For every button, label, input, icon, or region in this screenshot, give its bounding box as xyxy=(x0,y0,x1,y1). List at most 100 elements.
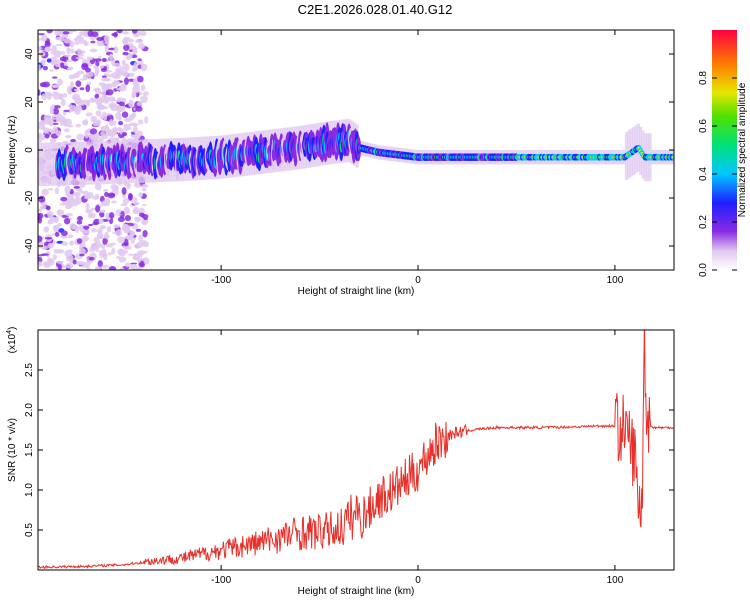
spectrogram-noise-cell xyxy=(124,214,131,222)
spectrogram-noise-cell xyxy=(123,40,128,45)
spectrogram-noise-cell xyxy=(133,216,142,221)
snr-panel: -100 0 100 0.5 1.0 1.5 2.0 2.5 Height of straig… xyxy=(6,327,675,597)
spectrogram-noise-cell xyxy=(100,126,106,132)
spectrogram-noise-cell xyxy=(108,266,117,270)
colorbar-tick-label: 0.8 xyxy=(698,71,709,85)
spectrogram-noise-cell xyxy=(128,49,134,52)
spectrogram-noise-cell xyxy=(133,81,140,90)
spectrogram-noise-cell xyxy=(57,50,66,55)
spectrogram-noise-cell xyxy=(65,134,72,139)
spectrogram-y-tick-label: 0 xyxy=(24,147,35,153)
spectrogram-noise-cell xyxy=(81,235,90,242)
spectrogram-noise-cell xyxy=(121,31,130,35)
spectrogram-noise-cell xyxy=(133,206,139,213)
snr-y-tick-label: 1.0 xyxy=(24,483,35,497)
spectrogram-noise-cell xyxy=(117,216,125,222)
spectrogram-noise-cell xyxy=(122,224,131,232)
spectrogram-noise-cell xyxy=(139,30,147,37)
spectrogram-noise-cell xyxy=(60,196,68,202)
spectrogram-noise-cell xyxy=(52,122,59,125)
spectrogram-noise-cell xyxy=(129,263,138,270)
spectrogram-noise-cell xyxy=(86,56,94,61)
spectrogram-noise-cell xyxy=(52,254,57,261)
spectrogram-noise-cell xyxy=(132,123,139,127)
spectrogram-noise-cell xyxy=(38,195,46,203)
spectrogram-noise-cell xyxy=(132,126,138,134)
spectrogram-noise-cell xyxy=(134,243,142,249)
spectrogram-noise-cell xyxy=(93,218,101,225)
spectrogram-noise-cell xyxy=(113,31,118,38)
spectrogram-noise-cell xyxy=(73,185,81,189)
spectrogram-noise-cell xyxy=(44,41,51,48)
spectrogram-noise-cell xyxy=(64,118,72,127)
spectrogram-noise-cell xyxy=(57,78,63,86)
spectrogram-noise-cell xyxy=(123,245,132,250)
spectrogram-noise-cell xyxy=(99,211,105,218)
spectrogram-noise-cell xyxy=(119,249,125,255)
spectrogram-noise-cell xyxy=(136,266,142,270)
spectrogram-noise-cell xyxy=(125,234,134,240)
spectrogram-noise-cell xyxy=(97,260,103,268)
spectrogram-noise-cell xyxy=(47,242,54,249)
spectrogram-noise-cell xyxy=(135,106,143,112)
spectrogram-noise-cell xyxy=(69,188,74,195)
spectrogram-noise-cell xyxy=(131,240,136,244)
spectrogram-noise-cell xyxy=(59,56,67,62)
spectrogram-noise-cell xyxy=(54,187,60,194)
spectrogram-halo-cell xyxy=(41,142,45,186)
spectrogram-noise-cell xyxy=(90,31,99,38)
spectrogram-noise-cell xyxy=(137,250,146,256)
spectrogram-noise-cell xyxy=(73,37,79,42)
spectrogram-noise-cell xyxy=(60,98,66,107)
spectrogram-noise-cell xyxy=(95,110,102,117)
spectrogram-noise-cell xyxy=(69,223,77,230)
spectrogram-noise-cell xyxy=(89,212,96,219)
spectrogram-noise-cell xyxy=(76,70,85,75)
spectrogram-noise-cell xyxy=(87,77,93,80)
snr-y-tick-label: 0.5 xyxy=(24,523,35,537)
spectrogram-noise-cell xyxy=(77,97,82,106)
spectrogram-noise-cell xyxy=(46,30,53,34)
spectrogram-noise-cell xyxy=(113,224,121,229)
spectrogram-noise-cell xyxy=(41,253,49,256)
spectrogram-noise-cell xyxy=(103,235,110,239)
spectrogram-noise-cell xyxy=(101,75,107,78)
spectrogram-noise-cell xyxy=(47,220,52,225)
spectrogram-noise-cell xyxy=(85,71,94,78)
spectrogram-noise-cell xyxy=(38,235,43,243)
spectrogram-noise-cell xyxy=(38,46,43,50)
spectrogram-halo-cell xyxy=(50,142,54,186)
snr-frame xyxy=(37,329,675,571)
spectrogram-noise-cell xyxy=(110,242,116,246)
spectrogram-noise-cell xyxy=(75,196,82,205)
spectrogram-noise-cell xyxy=(132,47,138,55)
snr-x-tick-label: 0 xyxy=(415,575,421,586)
spectrogram-noise-cell xyxy=(121,111,129,118)
spectrogram-noise-cell xyxy=(91,227,97,233)
spectrogram-noise-cell xyxy=(118,71,126,75)
spectrogram-noise-cell xyxy=(142,229,148,238)
spectrogram-noise-cell xyxy=(116,30,123,34)
spectrogram-noise-cell xyxy=(41,60,46,66)
spectrogram-noise-cell xyxy=(74,41,80,45)
spectrogram-noise-cell xyxy=(41,188,49,196)
spectrogram-noise-cell xyxy=(62,31,70,35)
page-title: C2E1.2026.028.01.40.G12 xyxy=(297,2,453,17)
spectrogram-noise-cell xyxy=(123,117,132,123)
spectrogram-noise-cell xyxy=(107,252,113,256)
snr-x-label: Height of straight line (km) xyxy=(298,586,415,597)
spectrogram-noise-cell xyxy=(63,128,70,133)
spectrogram-noise-cell xyxy=(91,97,99,103)
spectrogram-noise-cell xyxy=(69,30,77,33)
spectrogram-noise-cell xyxy=(38,33,45,36)
spectrogram-noise-cell xyxy=(131,67,137,72)
spectrogram-noise-cell xyxy=(105,198,111,203)
spectrogram-halo-cell xyxy=(45,142,50,186)
spectrogram-noise-cell xyxy=(67,234,74,239)
spectrogram-noise-cell xyxy=(140,84,146,92)
spectrogram-halo-cell xyxy=(38,142,40,186)
spectrogram-noise-cell xyxy=(132,92,137,98)
spectrogram-noise-cell xyxy=(134,182,141,188)
snr-x-tick-label: 100 xyxy=(607,575,624,586)
spectrogram-noise-cell xyxy=(49,69,54,72)
